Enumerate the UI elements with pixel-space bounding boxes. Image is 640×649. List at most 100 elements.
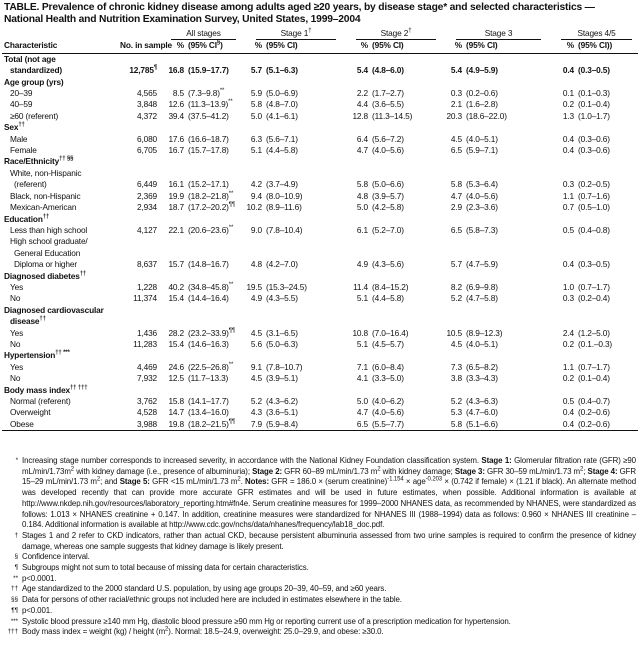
row-label: Yes xyxy=(2,362,120,373)
row-label-line: No xyxy=(10,373,21,384)
ci-value: (34.8–45.8) xyxy=(188,281,229,292)
column-header-row: Characteristic No. in sample% (95% CI§)% (9… xyxy=(2,40,639,54)
ci-value: (11.7–13.3) xyxy=(188,373,229,384)
category-row: Age group (yrs) xyxy=(2,77,638,88)
sample-size: 4,372 xyxy=(120,111,157,122)
confidence-interval: (5.0–6.3) xyxy=(262,339,342,350)
title-line-1: TABLE. Prevalence of chronic kidney dise… xyxy=(4,2,595,13)
ci-value: (18.2–21.8) xyxy=(188,190,229,201)
confidence-interval: (4.9–5.9) xyxy=(462,53,547,76)
stage-group-4: Stages 4/5 xyxy=(547,28,638,41)
ci-value: (4.0–5.1) xyxy=(466,133,498,144)
footnote-marker: † xyxy=(408,28,412,35)
confidence-interval: (11.3–13.9)** xyxy=(184,99,242,110)
table-row: Yes 1,436 28.2 (23.2–33.9)¶¶ 4.5 (3.1–6.5) 10.… xyxy=(2,328,638,339)
ci-value: (3.9–5.1) xyxy=(266,373,298,384)
percent-value: 5.4 xyxy=(356,65,369,76)
percent-value: 28.2 xyxy=(168,327,184,338)
confidence-interval: (0.3–0.5) xyxy=(574,53,638,76)
table-row: Yes 4,469 24.6 (22.5–26.8)** 9.1 (7.8–10.7) 7.… xyxy=(2,362,638,373)
footnote-text: p<0.001. xyxy=(22,606,636,617)
category-row: Body mass index†† ††† xyxy=(2,385,638,396)
row-label-line: Normal (referent) xyxy=(10,396,71,406)
sample-size-value: 11,374 xyxy=(133,293,157,304)
confidence-interval: (14.4–16.4) xyxy=(184,293,242,304)
header-ci-close: ) xyxy=(220,40,223,51)
confidence-interval: (7.8–10.7) xyxy=(262,362,342,373)
percent-value: 5.1 xyxy=(356,338,369,349)
row-label-line: Yes xyxy=(10,281,24,292)
significance-marker: ** xyxy=(219,88,225,95)
percent-value: 10.2 xyxy=(246,202,263,213)
percent-value: 16.7 xyxy=(168,145,184,156)
header-ci: (95% CI) xyxy=(462,40,548,54)
footnote-marker: §§ xyxy=(10,596,18,604)
footnote-marker: ¶ xyxy=(14,564,19,572)
percent-value: 4.2 xyxy=(250,179,263,190)
percent-value: 6.1 xyxy=(356,224,369,235)
sample-size: 11,283 xyxy=(120,339,157,350)
sample-size-value: 4,127 xyxy=(136,224,157,235)
footnote-marker: †† xyxy=(18,122,25,129)
row-label-line: disease xyxy=(10,316,40,327)
percent-value: 4.4 xyxy=(356,99,369,110)
footnote: ¶¶ p<0.001. xyxy=(4,606,636,617)
confidence-interval: (13.4–16.0) xyxy=(184,407,242,418)
confidence-interval: (0.3–0.5) xyxy=(574,236,638,270)
footnote-text-segment: Stages 1 and 2 refer to CKD indicators, … xyxy=(22,530,636,551)
stage-group-label: Stage 1† xyxy=(256,28,337,41)
percent-value: 5.0 xyxy=(356,202,369,213)
footnote-text-segment: Confidence interval. xyxy=(22,552,90,562)
table-row: Total (not age standardized) 12,785¶ 16.8 (1… xyxy=(2,53,638,76)
footnote-text-segment: ; and xyxy=(100,477,120,487)
ci-value: (0.3–0.5) xyxy=(578,65,610,76)
confidence-interval: (14.6–16.3) xyxy=(184,339,242,350)
row-label-line: Black, non-Hispanic xyxy=(10,190,81,201)
percent-value: 1.3 xyxy=(562,110,575,121)
category-row: Education†† xyxy=(2,214,638,225)
significance-marker: ¶¶ xyxy=(228,327,235,334)
sample-size-value: 7,932 xyxy=(136,373,157,384)
header-percent: % xyxy=(342,40,368,54)
percent-value: 4.7 xyxy=(450,190,463,201)
footnote-text: Confidence interval. xyxy=(22,552,636,563)
percent-value: 2.1 xyxy=(450,99,463,110)
significance-marker: ** xyxy=(228,225,234,232)
confidence-interval: (5.5–7.7) xyxy=(368,418,443,432)
percent-value: 2.2 xyxy=(356,88,369,99)
sample-size-value: 6,705 xyxy=(136,145,157,156)
row-label: Education†† xyxy=(2,214,120,225)
ci-value: (4.7–6.0) xyxy=(466,407,498,418)
confidence-interval: (3.1–6.5) xyxy=(262,328,342,339)
ci-value: (4.4–5.8) xyxy=(266,145,298,156)
percent-value: 5.2 xyxy=(250,396,263,406)
confidence-interval: (5.8–7.3) xyxy=(462,225,547,236)
percent-value: 40.2 xyxy=(168,281,184,292)
ci-value: (4.3–6.2) xyxy=(266,396,298,406)
percent-value: 7.1 xyxy=(356,361,369,372)
row-label: Diagnosed cardiovascular disease†† xyxy=(2,305,120,328)
row-label: High school graduate/General Education Di… xyxy=(2,236,120,270)
stage-group-0: All stages xyxy=(157,28,242,41)
confidence-interval: (0.7–1.7) xyxy=(574,362,638,373)
table-row: 40–59 3,848 12.6 (11.3–13.9)** 5.8 (4.8–7.0) 4… xyxy=(2,99,638,110)
footnote-text: Subgroups might not sum to total because… xyxy=(22,563,636,574)
header-sample: No. in sample xyxy=(120,40,172,54)
ci-value: (4.5–5.7) xyxy=(372,338,404,349)
confidence-interval: (5.1–6.6) xyxy=(462,418,548,432)
footnote-text-segment: × age xyxy=(403,477,426,487)
sample-size: 6,705 xyxy=(120,145,157,156)
confidence-interval: (0.1–0.3) xyxy=(574,88,638,99)
confidence-interval: (4.0–5.1) xyxy=(462,339,547,350)
percent-value: 12.5 xyxy=(168,373,184,384)
stage-group-3: Stage 3 xyxy=(442,28,547,41)
table-row: No 11,374 15.4 (14.4–16.4) 4.9 (4.3–5.5) 5.1 (4… xyxy=(2,293,638,304)
percent-value: 5.1 xyxy=(356,293,369,304)
ci-value: (4.1–6.1) xyxy=(266,110,298,121)
footnote-marker: ** xyxy=(13,574,18,582)
ci-value: (4.3–5.6) xyxy=(372,259,404,270)
footnote-text-segment: . xyxy=(240,477,246,487)
percent-value: 0.4 xyxy=(547,418,574,432)
confidence-interval: (0.5–1.0) xyxy=(574,202,638,213)
sample-size-value: 3,762 xyxy=(136,396,157,406)
